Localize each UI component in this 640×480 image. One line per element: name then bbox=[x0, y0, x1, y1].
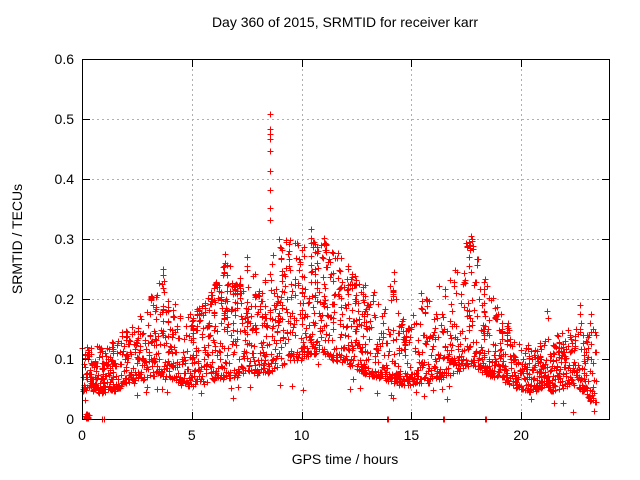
chart-title: Day 360 of 2015, SRMTID for receiver kar… bbox=[211, 14, 479, 30]
x-tick-label: 15 bbox=[403, 427, 420, 443]
x-tick-label: 20 bbox=[513, 427, 529, 443]
y-tick-label: 0.3 bbox=[54, 231, 74, 247]
y-tick-label: 0.5 bbox=[54, 111, 74, 127]
y-tick-label: 0 bbox=[66, 411, 74, 427]
y-tick-label: 0.4 bbox=[54, 171, 74, 187]
data-points bbox=[79, 111, 600, 423]
y-tick-label: 0.1 bbox=[54, 351, 74, 367]
axes-border bbox=[82, 59, 610, 420]
y-tick-label: 0.6 bbox=[54, 51, 74, 67]
x-axis-label: GPS time / hours bbox=[291, 451, 399, 467]
x-tick-label: 0 bbox=[78, 427, 86, 443]
x-tick-label: 5 bbox=[187, 427, 196, 443]
y-tick-label: 0.2 bbox=[54, 291, 74, 307]
x-tick-label: 10 bbox=[293, 427, 310, 443]
